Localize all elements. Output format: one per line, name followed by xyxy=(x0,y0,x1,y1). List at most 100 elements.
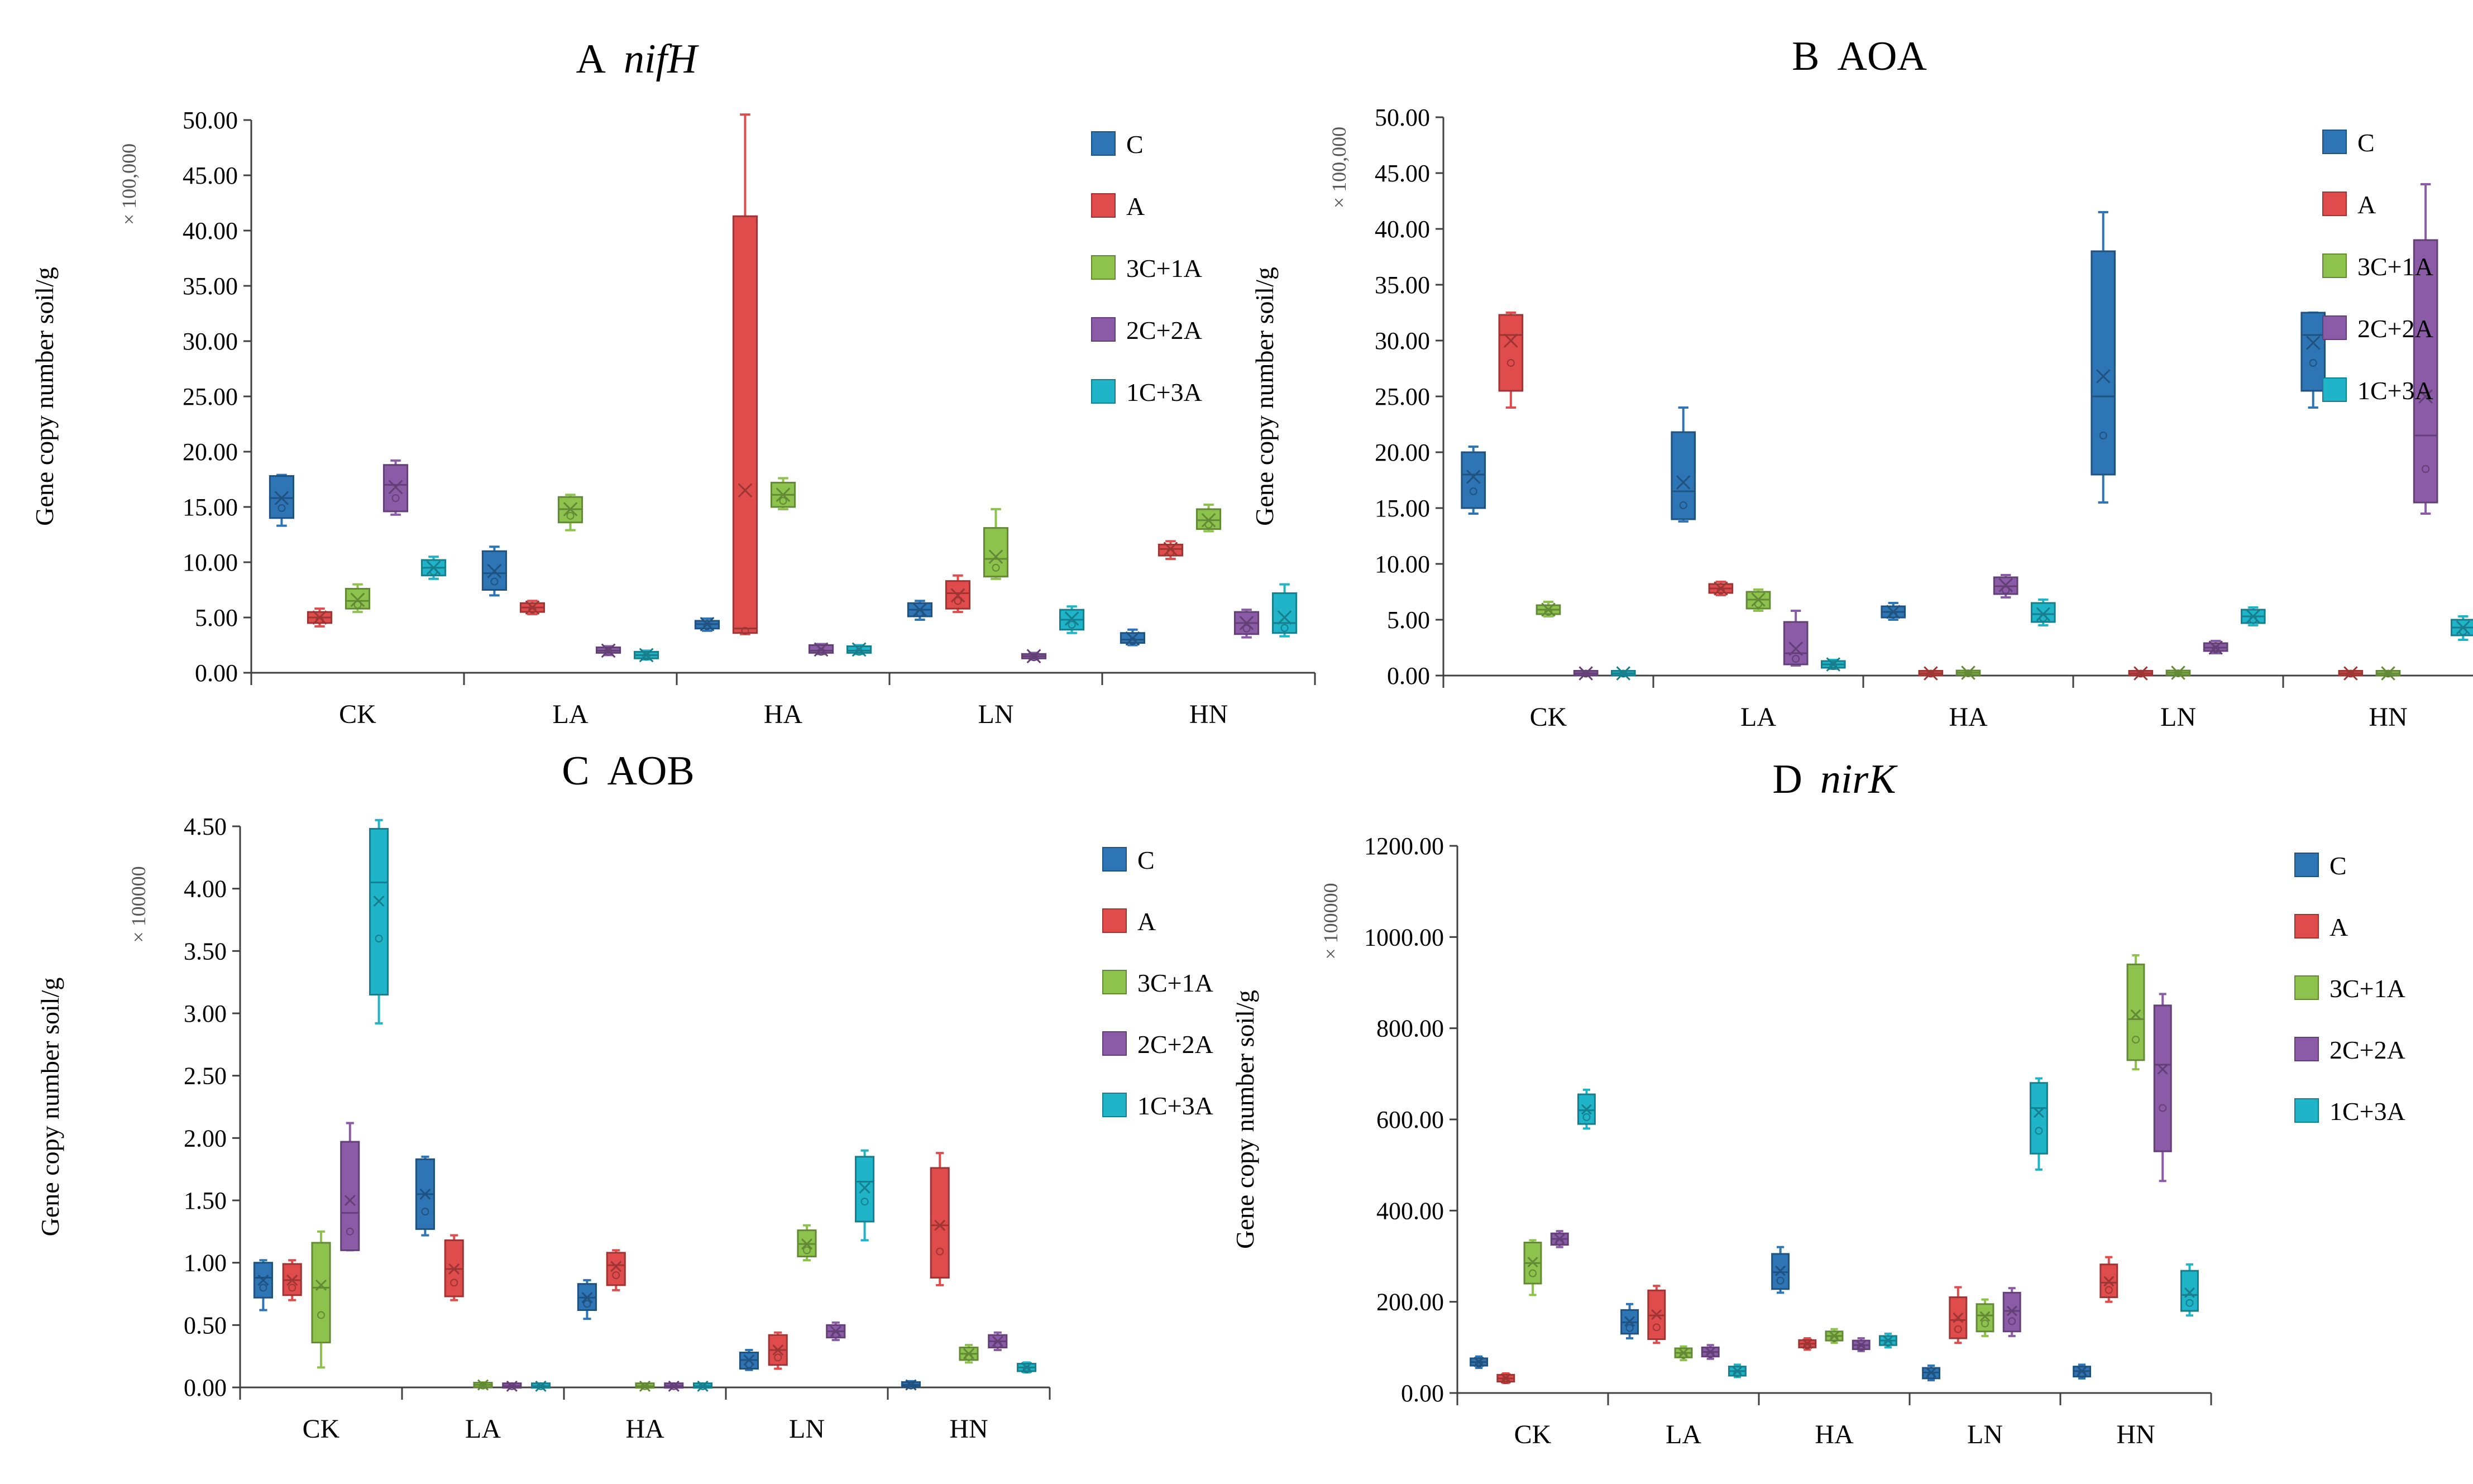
box-c-ck xyxy=(269,473,295,527)
panel-title-gene: nirK xyxy=(1820,757,1898,802)
y-tick-label: 2.00 xyxy=(184,1124,227,1152)
box-point xyxy=(490,577,499,586)
box-3cplus1a-ck xyxy=(1536,601,1561,617)
box-point xyxy=(259,1284,267,1292)
legend-swatch xyxy=(2294,914,2319,939)
box-point xyxy=(1803,1342,1811,1350)
box-mean-marker xyxy=(1788,642,1803,656)
y-tick-label: 4.50 xyxy=(184,813,227,840)
box-point xyxy=(993,1340,1002,1348)
box-mean-marker xyxy=(2134,666,2148,681)
y-tick-label: 10.00 xyxy=(1375,550,1430,578)
box-3cplus1a-la xyxy=(1674,1345,1693,1362)
box-mean-marker xyxy=(905,1379,917,1391)
y-tick-label: 10.00 xyxy=(183,549,238,576)
box-c-la xyxy=(1620,1303,1639,1339)
box-point xyxy=(2185,1299,2194,1307)
box-mean-marker xyxy=(1979,1311,1991,1322)
panel-title-letter: B xyxy=(1792,33,1819,79)
box-point xyxy=(2309,359,2317,367)
legend-swatch xyxy=(1091,317,1116,342)
legend-swatch xyxy=(2322,315,2347,340)
box-point xyxy=(612,1271,620,1279)
legend-swatch xyxy=(2294,1037,2319,1061)
panel-aoa: B AOA Gene copy number soil/g × 100,000 0.00… xyxy=(1250,33,2473,732)
x-category-label: HA xyxy=(764,700,803,729)
box-a-ha xyxy=(1918,666,1944,681)
y-axis-multiplier: × 100,000 xyxy=(1328,127,1350,208)
box-point xyxy=(699,1382,707,1390)
panel-title-gene: AOB xyxy=(608,748,695,794)
box-point xyxy=(2249,616,2257,624)
box-3cplus1a-ln xyxy=(797,1224,817,1262)
y-tick-label: 25.00 xyxy=(183,383,238,410)
box-mean-marker xyxy=(1826,657,1841,672)
box-point xyxy=(1926,669,1935,678)
x-category-label: CK xyxy=(1514,1420,1552,1449)
box-c-ha xyxy=(694,617,720,632)
box-mean-marker xyxy=(2157,1064,2168,1075)
box-mean-marker xyxy=(563,502,578,516)
box-body xyxy=(732,215,758,634)
legend-label: 1C+3A xyxy=(2330,1097,2405,1126)
x-category-label: LA xyxy=(465,1414,501,1444)
y-axis-label: Gene copy number soil/g xyxy=(36,978,64,1237)
box-c-ck xyxy=(1461,446,1486,515)
x-category-label: HN xyxy=(949,1414,988,1444)
box-1cplus3a-ha xyxy=(2030,599,2056,626)
box-mean-marker xyxy=(700,617,715,631)
box-point xyxy=(1068,620,1076,629)
box-mean-marker xyxy=(610,1261,622,1272)
box-body xyxy=(606,1252,626,1286)
y-tick-label: 1.00 xyxy=(184,1250,227,1277)
y-tick-label: 600.00 xyxy=(1376,1106,1444,1133)
y-tick-label: 20.00 xyxy=(183,438,238,466)
box-mean-marker xyxy=(1581,1104,1592,1115)
box-point xyxy=(1469,487,1477,495)
box-a-ha xyxy=(1798,1337,1817,1351)
legend-swatch xyxy=(1102,1031,1127,1056)
box-1cplus3a-ln xyxy=(2240,606,2266,626)
x-category-label: HN xyxy=(2369,702,2407,732)
box-point xyxy=(1829,662,1838,670)
box-point xyxy=(479,1381,487,1390)
box-mean-marker xyxy=(639,1380,651,1392)
box-mean-marker xyxy=(419,1188,431,1200)
box-mean-marker xyxy=(2418,389,2433,404)
y-tick-label: 15.00 xyxy=(183,494,238,521)
box-body xyxy=(311,1242,331,1344)
box-a-ck xyxy=(282,1259,302,1301)
box-point xyxy=(641,1382,649,1390)
y-tick-label: 1.50 xyxy=(184,1187,227,1214)
x-category-label: HN xyxy=(1189,700,1228,729)
legend-label: A xyxy=(1137,907,1156,936)
x-category-label: CK xyxy=(1530,702,1567,732)
box-body xyxy=(855,1156,875,1223)
panel-title-gene: nifH xyxy=(624,36,699,82)
box-mean-marker xyxy=(2103,1276,2115,1287)
y-tick-label: 1000.00 xyxy=(1364,923,1444,951)
box-3cplus1a-ha xyxy=(1955,666,1981,680)
y-axis-multiplier: × 100000 xyxy=(127,866,150,942)
box-mean-marker xyxy=(2006,1305,2017,1317)
box-point xyxy=(2039,614,2048,622)
box-body xyxy=(930,1167,950,1279)
x-category-label: LN xyxy=(1967,1420,2003,1449)
box-body xyxy=(1271,592,1298,634)
box-1cplus3a-la xyxy=(633,648,659,663)
panel-title: C AOB xyxy=(562,748,695,794)
box-2cplus2a-ln xyxy=(2203,640,2228,655)
box-c-ln xyxy=(1922,1365,1941,1382)
box-a-la xyxy=(1708,581,1734,596)
box-3cplus1a-ln xyxy=(1975,1298,1994,1337)
box-2cplus2a-ck xyxy=(1573,666,1599,681)
box-mean-marker xyxy=(286,1274,298,1286)
box-mean-marker xyxy=(950,588,965,603)
legend-swatch xyxy=(1091,255,1116,280)
box-mean-marker xyxy=(1714,581,1728,596)
box-body xyxy=(1671,431,1696,520)
box-point xyxy=(1884,1339,1892,1347)
legend-swatch xyxy=(1102,1093,1127,1117)
box-2cplus2a-la xyxy=(595,643,621,658)
